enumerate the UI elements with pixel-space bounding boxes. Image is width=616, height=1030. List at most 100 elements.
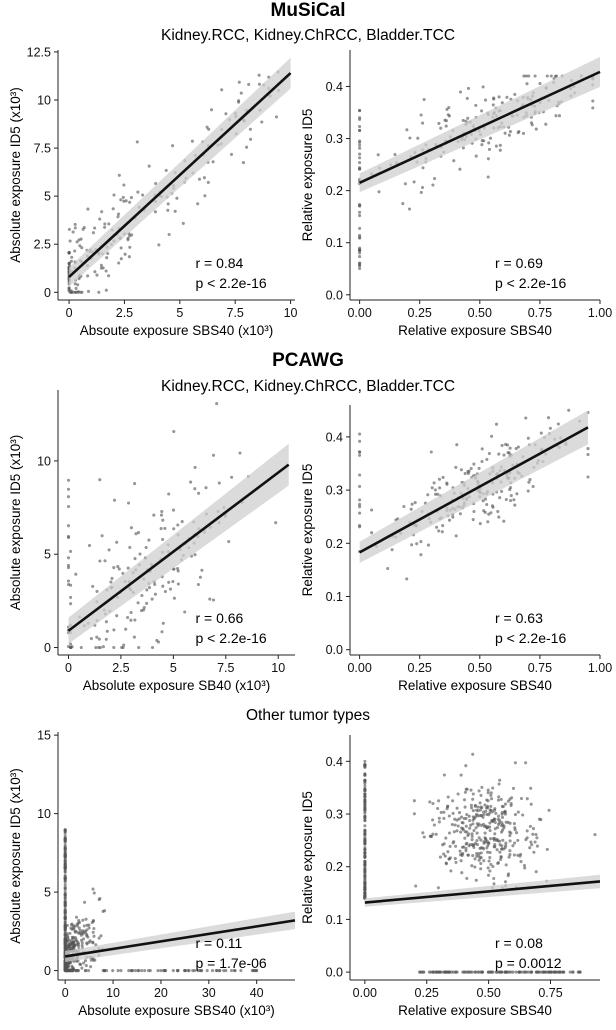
data-point [498,850,502,854]
data-point [117,261,121,265]
data-point [171,508,176,512]
data-point [416,136,420,140]
data-point [453,857,457,861]
data-point [478,522,482,526]
data-point [466,853,470,857]
data-point [358,203,362,207]
data-point [486,520,490,524]
data-point [476,805,480,809]
data-point [363,832,367,837]
data-point [138,552,142,556]
data-point [115,614,119,618]
data-point [472,845,476,849]
data-point [153,592,157,596]
data-point [93,270,97,274]
data-point [499,797,503,801]
data-point [91,930,95,934]
data-point [202,176,206,180]
data-point [489,862,493,866]
data-point [119,257,123,261]
data-point [464,764,468,768]
data-point [498,143,502,147]
data-point [363,808,367,812]
data-point [443,118,447,122]
data-point [92,891,96,895]
data-point [512,853,516,857]
correlation-r: r = 0.11 [195,935,242,951]
data-point [181,221,185,225]
data-point [521,813,525,817]
data-point [206,180,210,184]
data-point [63,843,67,847]
data-point [501,805,505,809]
y-tick-label: 0.1 [326,913,343,927]
data-point [534,832,538,837]
data-point [500,847,504,851]
data-point [533,74,537,78]
data-point [153,210,157,214]
data-point [63,882,67,887]
data-point [493,807,497,811]
data-point [363,781,367,785]
data-point [119,969,123,973]
data-point [500,101,504,105]
data-point [472,843,476,847]
data-point [479,793,483,797]
data-point [474,154,478,158]
data-point [68,290,72,294]
regression-line [68,72,292,278]
data-point [87,926,91,930]
data-point [442,810,446,814]
data-point [70,922,74,926]
data-point [468,819,472,823]
data-point [116,212,121,216]
data-point [377,190,381,194]
data-point [477,836,481,840]
data-point [549,970,553,974]
data-point [86,969,91,973]
data-point [363,851,367,855]
data-point [69,602,73,606]
data-point [455,443,459,447]
data-point [412,799,416,803]
data-point [135,140,139,144]
data-point [119,246,123,250]
y-tick-label: 0.3 [326,132,343,146]
data-point [486,175,490,179]
data-point [534,127,538,131]
data-point [122,183,126,187]
data-point [458,167,462,171]
data-point [431,970,435,974]
data-point [455,818,459,822]
data-point [148,969,152,973]
data-point [127,255,131,259]
data-point [91,231,95,235]
data-point [167,492,171,496]
data-point [103,222,107,226]
data-point [453,817,457,821]
data-point [512,822,516,826]
data-point [159,527,163,531]
data-point [68,239,72,243]
data-point [144,545,148,550]
data-point [70,255,74,259]
data-point [175,196,179,200]
data-point [528,478,532,482]
data-point [548,426,552,430]
data-point [95,589,99,593]
data-point [446,805,450,809]
data-point [483,98,488,102]
data-point [91,941,95,945]
data-point [464,824,468,828]
data-point [444,862,448,866]
data-point [483,803,487,807]
data-point [248,127,252,131]
data-point [141,193,145,197]
data-point [393,152,397,157]
data-point [496,822,501,827]
data-point [95,635,99,639]
data-point [461,146,465,150]
data-point [75,240,79,244]
